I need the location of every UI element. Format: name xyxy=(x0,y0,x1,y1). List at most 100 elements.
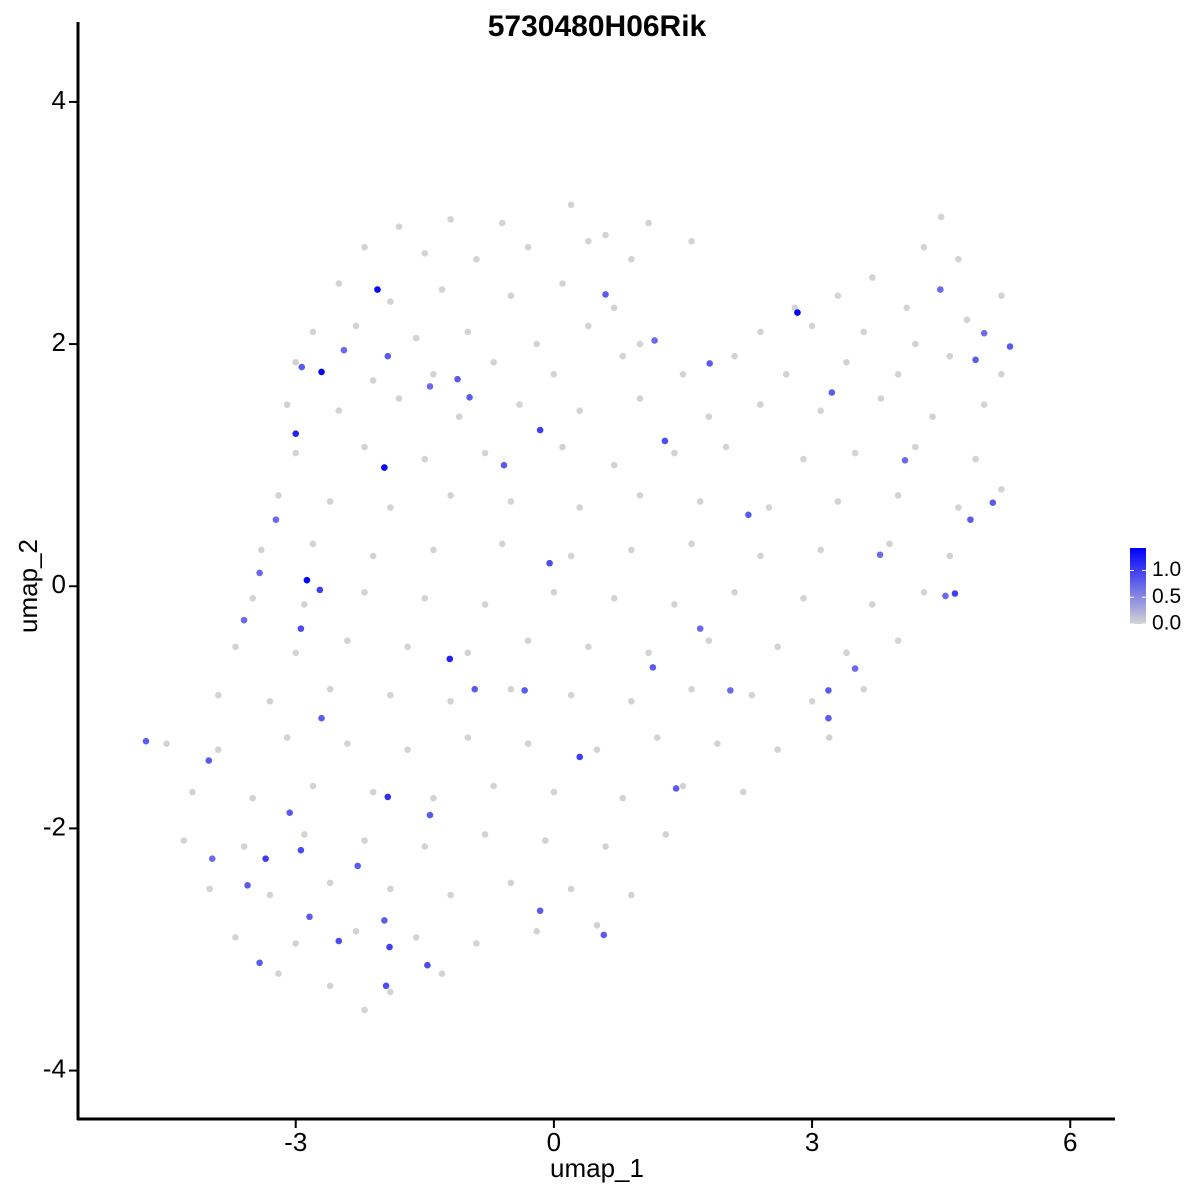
point xyxy=(651,337,658,344)
point xyxy=(180,837,188,844)
point xyxy=(447,492,454,499)
point xyxy=(335,937,343,945)
point xyxy=(567,691,575,699)
point xyxy=(232,643,239,651)
point xyxy=(464,734,472,741)
point xyxy=(516,401,523,408)
x-tick-label: 0 xyxy=(547,1127,561,1157)
point xyxy=(500,461,508,469)
point xyxy=(256,569,263,577)
point xyxy=(894,492,902,499)
point xyxy=(672,785,680,792)
point xyxy=(576,753,584,761)
point xyxy=(498,219,506,227)
point xyxy=(214,691,222,699)
point xyxy=(297,846,305,854)
point xyxy=(791,304,799,312)
point xyxy=(189,788,196,796)
point xyxy=(610,461,618,469)
point xyxy=(208,855,216,862)
point xyxy=(980,329,988,337)
point xyxy=(662,831,670,838)
point xyxy=(661,437,669,445)
point xyxy=(262,855,269,862)
point xyxy=(536,426,544,434)
point xyxy=(361,837,368,844)
point xyxy=(828,389,836,396)
point xyxy=(748,691,756,699)
point xyxy=(585,237,592,245)
point xyxy=(481,601,489,608)
point xyxy=(567,552,575,560)
point xyxy=(757,328,764,336)
point xyxy=(628,891,635,899)
point xyxy=(354,862,361,870)
point xyxy=(447,216,454,223)
point xyxy=(559,443,566,451)
point xyxy=(205,757,213,764)
point xyxy=(335,407,343,414)
point xyxy=(374,286,381,293)
point xyxy=(1006,343,1014,350)
point xyxy=(576,407,584,414)
point xyxy=(447,891,454,899)
point xyxy=(266,697,274,705)
point xyxy=(894,371,902,378)
point xyxy=(214,746,222,754)
point xyxy=(942,592,949,600)
point xyxy=(412,334,420,342)
point xyxy=(619,352,627,360)
point xyxy=(808,697,816,705)
point xyxy=(249,595,256,602)
point xyxy=(361,1006,368,1014)
point xyxy=(610,304,618,312)
point xyxy=(876,551,884,559)
point xyxy=(386,943,393,951)
point xyxy=(998,371,1005,378)
point xyxy=(696,498,704,505)
point xyxy=(369,552,377,560)
point xyxy=(745,511,752,519)
point xyxy=(318,368,325,376)
point xyxy=(533,340,540,348)
point xyxy=(206,885,213,893)
point xyxy=(955,504,962,511)
point xyxy=(714,740,721,747)
point xyxy=(817,546,824,554)
point xyxy=(731,352,738,360)
point xyxy=(424,961,431,969)
point xyxy=(306,913,313,921)
point xyxy=(894,637,902,645)
point xyxy=(292,449,300,457)
point xyxy=(619,794,627,802)
point xyxy=(521,687,528,694)
point xyxy=(825,687,832,694)
point xyxy=(739,788,747,796)
point xyxy=(576,504,584,511)
point xyxy=(980,401,988,408)
point xyxy=(256,959,263,967)
point xyxy=(679,371,687,378)
point xyxy=(602,843,609,850)
point xyxy=(395,223,403,230)
point xyxy=(998,292,1005,299)
point xyxy=(244,882,251,889)
point xyxy=(249,794,256,802)
point xyxy=(946,352,954,360)
point xyxy=(550,371,558,378)
point xyxy=(240,616,248,624)
point xyxy=(309,540,317,548)
point xyxy=(688,540,695,548)
point xyxy=(851,665,859,672)
point xyxy=(696,625,704,632)
point xyxy=(142,737,150,745)
point xyxy=(430,371,437,378)
point xyxy=(447,697,454,705)
point xyxy=(886,540,893,548)
point xyxy=(275,970,282,978)
point xyxy=(318,714,325,722)
point xyxy=(481,449,489,457)
point xyxy=(688,237,695,245)
point xyxy=(426,811,434,819)
